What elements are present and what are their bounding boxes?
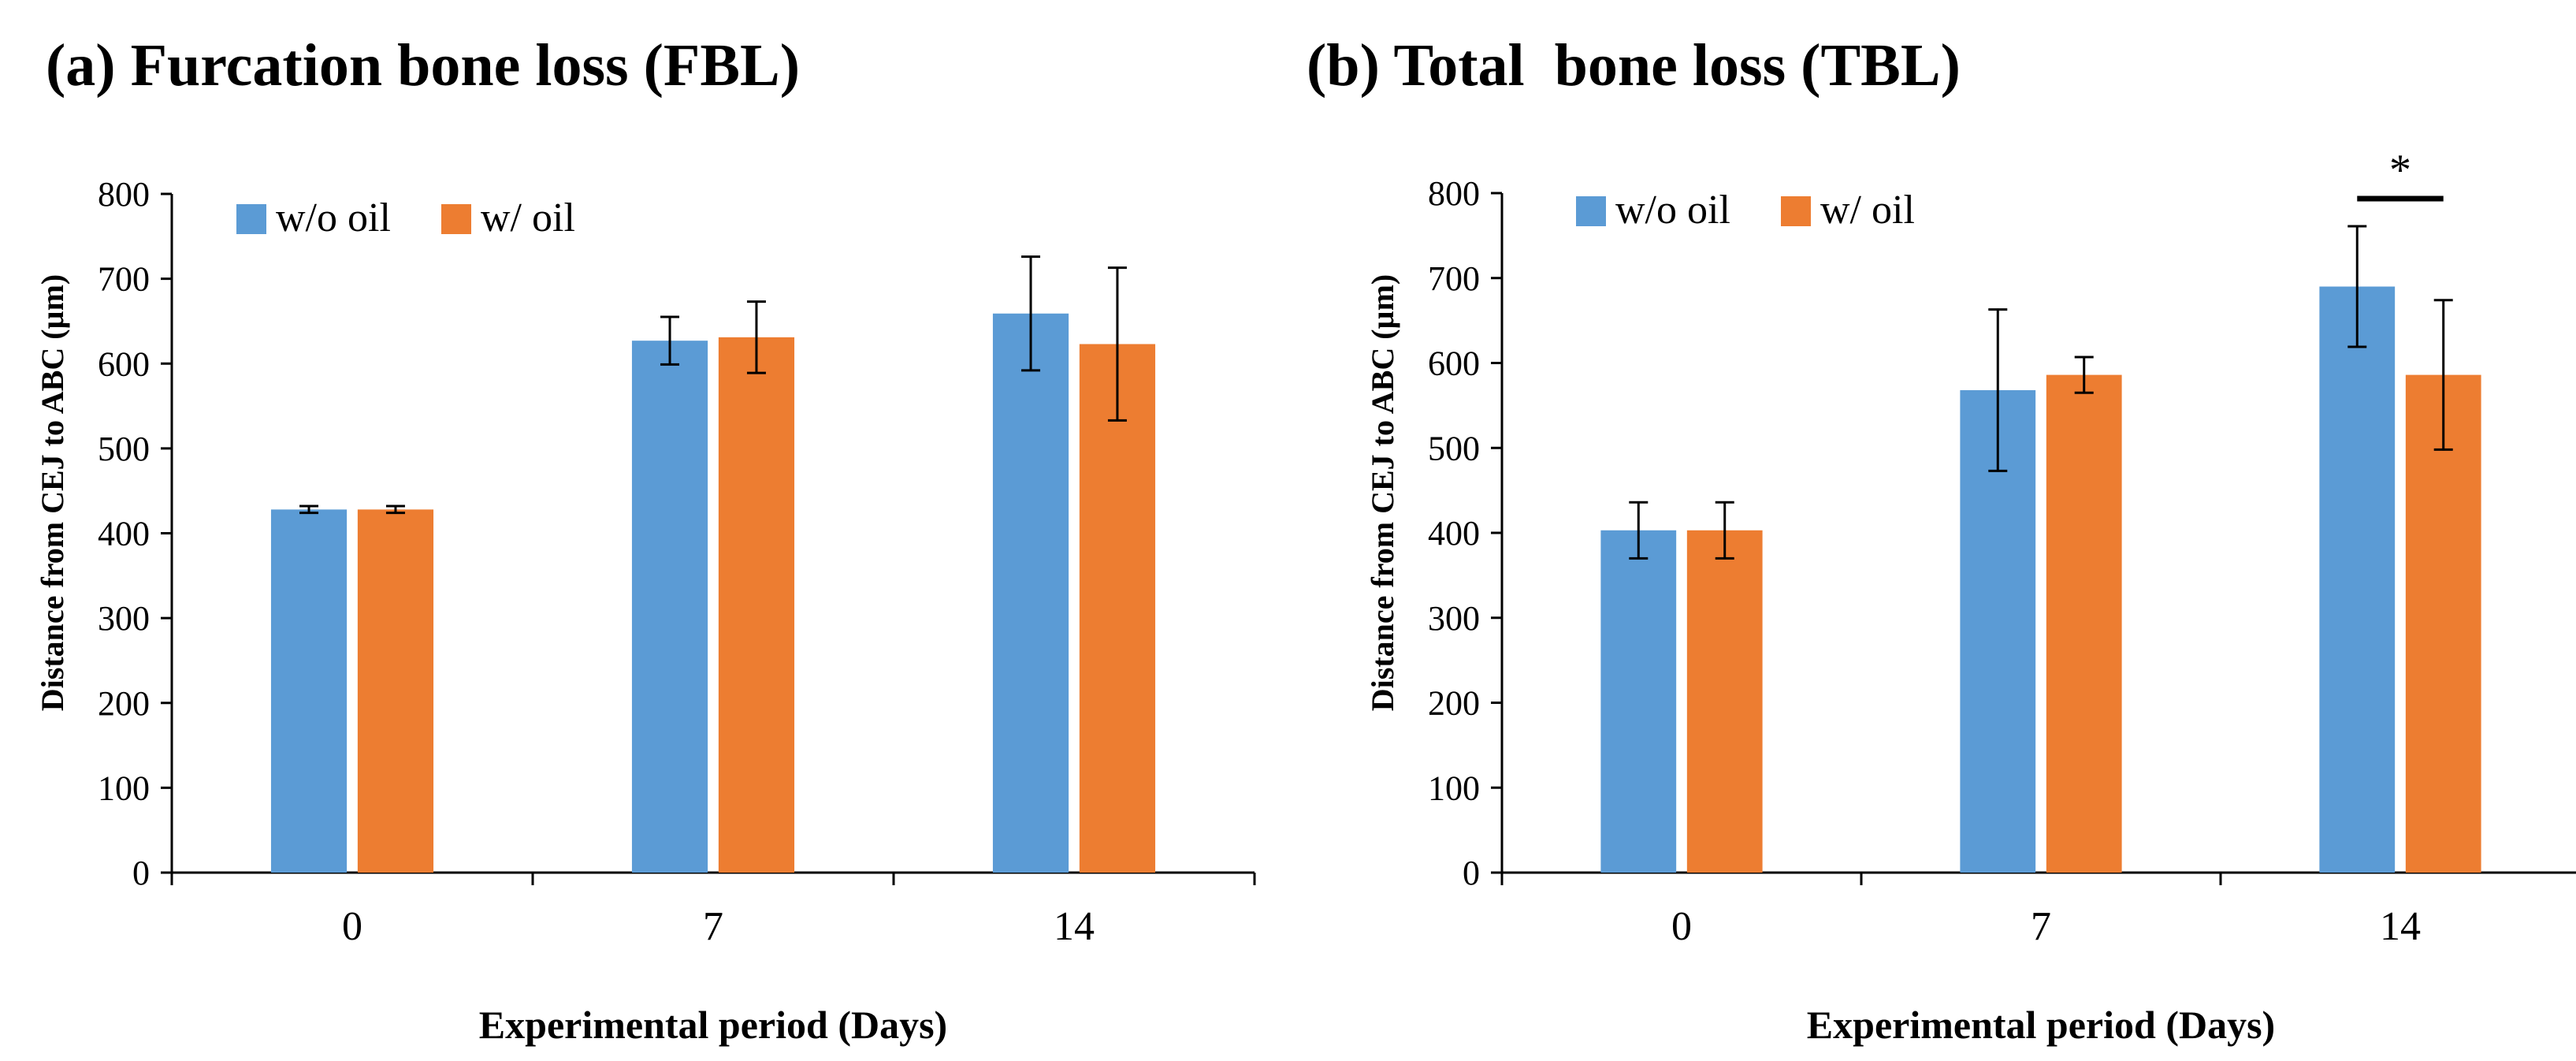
panel-b-y-tick-label: 300 xyxy=(1428,599,1480,638)
panel-b-bar-with-oil-day-7 xyxy=(2046,374,2122,873)
panel-a-y-tick-label: 600 xyxy=(98,344,150,383)
panel-b-category-label: 14 xyxy=(2380,904,2421,949)
panel-b-legend-label: w/ oil xyxy=(1820,188,1915,233)
panel-a-y-tick-label: 300 xyxy=(98,599,150,638)
panel-b-legend-label: w/o oil xyxy=(1615,188,1730,233)
panel-a-legend-swatch xyxy=(441,204,471,234)
panel-b-bar-with-oil-day-14 xyxy=(2405,374,2481,873)
panel-b-bar-with-oil-day-0 xyxy=(1686,530,1763,873)
panel-a-category-label: 0 xyxy=(342,904,362,949)
panel-a: (a) Furcation bone loss (FBL) Distance f… xyxy=(35,32,947,1047)
panel-b-y-tick-label: 400 xyxy=(1428,514,1480,553)
panel-b-y-tick-label: 600 xyxy=(1428,344,1480,383)
panel-b-y-tick-label: 700 xyxy=(1428,259,1480,298)
panel-b-category-label: 0 xyxy=(1671,904,1692,949)
panel-b-y-tick-label: 100 xyxy=(1428,769,1480,807)
panel-b-legend-swatch xyxy=(1576,196,1606,226)
panel-b-significance-star: * xyxy=(2389,146,2411,195)
panel-a-y-tick-label: 0 xyxy=(132,854,150,892)
panel-a-plot: 0 100 200 300 400 500 600 700 800 0 7 14 w/o oil w/ o… xyxy=(98,175,1256,949)
panel-a-bar-without-oil-day-14 xyxy=(992,313,1069,873)
panel-b-y-tick-label: 500 xyxy=(1428,429,1480,467)
panel-a-y-axis-label: Distance from CEJ to ABC (µm) xyxy=(35,274,70,711)
panel-b-y-axis-label: Distance from CEJ to ABC (µm) xyxy=(1365,274,1400,711)
panel-b-y-tick-label: 200 xyxy=(1428,684,1480,723)
panel-a-bar-without-oil-day-7 xyxy=(631,341,708,873)
panel-a-legend-label: w/ oil xyxy=(481,195,575,240)
panel-a-legend-label: w/o oil xyxy=(276,195,391,240)
panel-a-y-tick-label: 100 xyxy=(98,769,150,807)
panel-a-category-label: 7 xyxy=(703,904,723,949)
panel-a-bar-with-oil-day-14 xyxy=(1079,344,1156,873)
panel-a-title: (a) Furcation bone loss (FBL) xyxy=(46,32,800,99)
panel-b-y-tick-label: 0 xyxy=(1463,854,1480,892)
panel-a-bar-with-oil-day-0 xyxy=(357,509,434,873)
panel-a-y-tick-label: 700 xyxy=(98,260,150,299)
panel-a-y-tick-label: 400 xyxy=(98,515,150,553)
panel-b-bar-without-oil-day-0 xyxy=(1600,530,1677,873)
panel-b-plot: 0 100 200 300 400 500 600 700 800 0 7 14 w/o oil w/ o… xyxy=(1428,146,2576,949)
panel-b-legend-swatch xyxy=(1781,196,1811,226)
panel-a-legend-swatch xyxy=(236,204,266,234)
panel-b: (b) Total bone loss (TBL) Distance from … xyxy=(1307,32,2275,1047)
panel-a-bar-without-oil-day-0 xyxy=(270,509,348,873)
panel-b-category-label: 7 xyxy=(2031,904,2051,949)
panel-a-y-tick-label: 200 xyxy=(98,684,150,723)
panel-b-y-tick-label: 800 xyxy=(1428,174,1480,213)
panel-b-bar-without-oil-day-14 xyxy=(2319,286,2396,873)
panel-a-y-tick-label: 500 xyxy=(98,430,150,468)
panel-b-x-axis-label: Experimental period (Days) xyxy=(1807,1003,2275,1047)
panel-a-category-label: 14 xyxy=(1054,904,1095,949)
panel-a-bar-with-oil-day-7 xyxy=(718,337,795,873)
panel-b-title: (b) Total bone loss (TBL) xyxy=(1307,32,1961,99)
panel-a-y-tick-label: 800 xyxy=(98,175,150,214)
panel-a-x-axis-label: Experimental period (Days) xyxy=(479,1003,947,1047)
